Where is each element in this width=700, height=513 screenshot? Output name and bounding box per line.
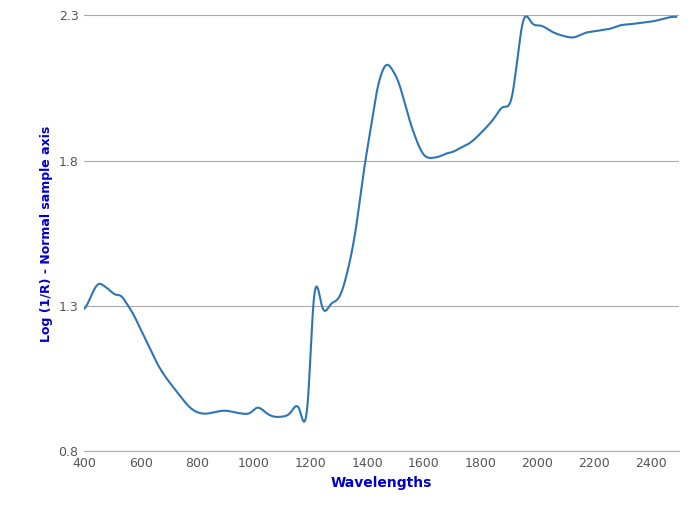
Y-axis label: Log (1/R) - Normal sample axis: Log (1/R) - Normal sample axis	[40, 125, 53, 342]
X-axis label: Wavelengths: Wavelengths	[331, 476, 432, 489]
